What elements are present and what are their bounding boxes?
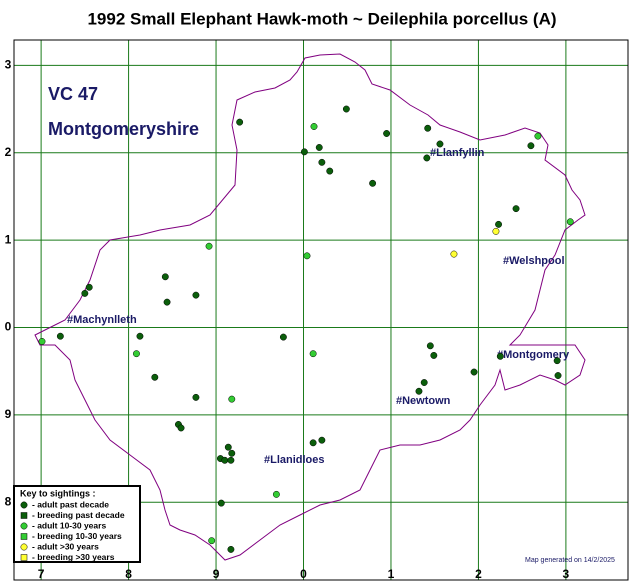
sighting-marker [227,545,235,553]
sighting-marker [415,387,423,395]
sighting-marker [470,368,478,376]
sighting-marker [163,298,171,306]
town-label: #Newtown [396,395,451,407]
sighting-marker [161,273,169,281]
sighting-marker [369,179,377,187]
title: 1992 Small Elephant Hawk-moth ~ Deilephi… [87,9,556,28]
y-tick-label: 1 [5,232,12,246]
legend-symbol [20,554,28,561]
legend-symbol [20,543,28,551]
x-tick-label: 0 [300,567,307,581]
sighting-marker [318,436,326,444]
sighting-marker [224,443,232,451]
legend-label: - adult past decade [32,499,109,509]
legend-symbol [20,522,28,530]
sighting-marker [527,142,535,150]
sighting-marker [81,289,89,297]
y-tick-label: 2 [5,145,12,159]
x-tick-label: 7 [38,567,45,581]
sighting-marker [342,105,350,113]
sighting-marker [227,456,235,464]
sighting-marker [495,220,503,228]
sighting-marker [315,144,323,151]
sighting-marker [318,158,326,166]
map-frame [13,39,629,581]
sighting-marker [423,154,431,162]
sighting-marker [303,252,311,260]
legend-label: - breeding >30 years [32,552,115,562]
sighting-marker [450,250,458,258]
sighting-marker [426,342,434,350]
sighting-marker [566,218,574,226]
sighting-marker [136,332,144,340]
sighting-marker [310,123,318,130]
legend-label: - breeding past decade [32,510,125,520]
y-tick-label: 9 [5,407,12,421]
sighting-marker [208,537,216,545]
town-label: #Montgomery [497,349,570,361]
y-tick-label: 8 [5,494,12,508]
sighting-marker [326,167,334,175]
town-label: #Welshpool [503,255,565,267]
legend-symbol [20,501,28,509]
sighting-marker [217,499,225,507]
sightings [38,105,574,553]
legend-label: - breeding 10-30 years [32,531,122,541]
sighting-marker [279,333,287,341]
legend: - adult past decade- breeding past decad… [20,499,125,562]
x-tick-label: 8 [125,567,132,581]
legend-label: - adult >30 years [32,541,99,551]
footer: Map generated on 14/2/2025 [525,557,615,564]
sighting-marker [420,379,428,386]
sighting-marker [192,291,200,299]
y-tick-label: 3 [5,58,12,72]
sighting-marker [205,242,213,250]
sighting-marker [272,490,280,498]
sighting-marker [177,424,185,432]
sighting-marker [151,373,159,381]
x-tick-label: 1 [388,567,395,581]
sighting-marker [236,118,244,126]
sighting-marker [300,148,308,156]
legend-title: Key to sightings : [20,488,96,498]
region-name: Montgomeryshire [48,119,199,139]
town-label: #Llanfyllin [430,147,485,159]
sighting-marker [383,130,391,137]
sighting-marker [56,332,64,340]
sighting-marker [496,352,504,360]
x-tick-label: 3 [563,567,570,581]
sighting-marker [534,132,542,140]
sighting-marker [221,456,229,464]
town-label: #Machynlleth [67,314,137,326]
sighting-marker [133,350,140,358]
sighting-marker [436,140,444,148]
legend-label: - adult 10-30 years [32,520,106,530]
sighting-marker [309,350,317,358]
legend-box [13,485,141,563]
sighting-marker [38,338,46,345]
legend-symbol [20,512,28,519]
y-tick-label: 0 [5,320,12,334]
x-tick-label: 2 [475,567,482,581]
sighting-marker [553,357,561,365]
sighting-marker [430,351,438,359]
sighting-marker [228,449,236,457]
legend-symbol [20,533,28,540]
sighting-marker [85,283,93,291]
sighting-marker [309,439,317,447]
town-label: #Llanidloes [264,454,325,466]
sighting-marker [192,393,200,401]
sighting-marker [424,124,432,132]
region-code: VC 47 [48,84,98,104]
x-tick-label: 9 [213,567,220,581]
sighting-marker [228,395,236,403]
sighting-marker [492,227,500,235]
sighting-marker [554,372,562,379]
sighting-marker [512,205,520,213]
